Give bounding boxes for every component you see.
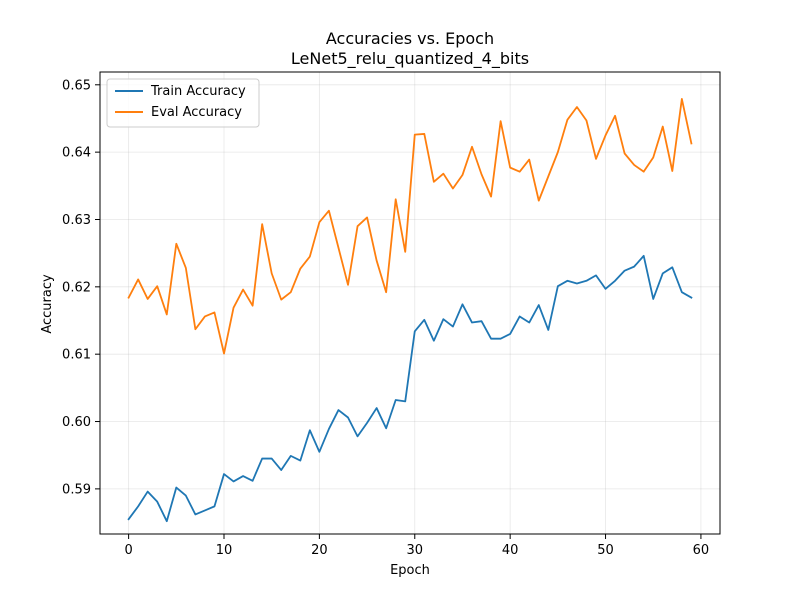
y-tick-label: 0.61 bbox=[62, 348, 91, 363]
series-line-train bbox=[127, 254, 693, 523]
y-tick-label: 0.65 bbox=[62, 78, 91, 93]
x-tick-label: 20 bbox=[311, 543, 328, 558]
series-line-eval bbox=[127, 98, 693, 355]
y-axis-label: Accuracy bbox=[40, 274, 55, 334]
legend: Train Accuracy Eval Accuracy bbox=[106, 78, 260, 128]
x-tick-label: 30 bbox=[406, 543, 423, 558]
y-tick-label: 0.62 bbox=[62, 280, 91, 295]
y-axis-ticks: 0.59 0.60 0.61 0.62 0.63 0.64 0.65 bbox=[62, 78, 100, 497]
y-tick-label: 0.63 bbox=[62, 213, 91, 228]
y-tick-label: 0.60 bbox=[62, 415, 91, 430]
x-tick-label: 10 bbox=[216, 543, 233, 558]
grid-lines bbox=[100, 72, 720, 534]
y-tick-label: 0.59 bbox=[62, 482, 91, 497]
legend-label-train: Train Accuracy bbox=[150, 84, 246, 99]
x-axis-ticks: 0 10 20 30 40 50 60 bbox=[124, 534, 709, 558]
series-lines bbox=[127, 98, 693, 523]
x-tick-label: 0 bbox=[124, 543, 132, 558]
y-tick-label: 0.64 bbox=[62, 146, 91, 161]
x-tick-label: 40 bbox=[502, 543, 519, 558]
x-tick-label: 50 bbox=[597, 543, 614, 558]
chart-subtitle: LeNet5_relu_quantized_4_bits bbox=[291, 49, 529, 69]
legend-label-eval: Eval Accuracy bbox=[151, 105, 242, 120]
plot-area-frame bbox=[99, 71, 721, 535]
chart-title: Accuracies vs. Epoch bbox=[326, 29, 494, 48]
x-tick-label: 60 bbox=[693, 543, 710, 558]
legend-box bbox=[106, 78, 260, 128]
x-axis-label: Epoch bbox=[390, 563, 430, 578]
